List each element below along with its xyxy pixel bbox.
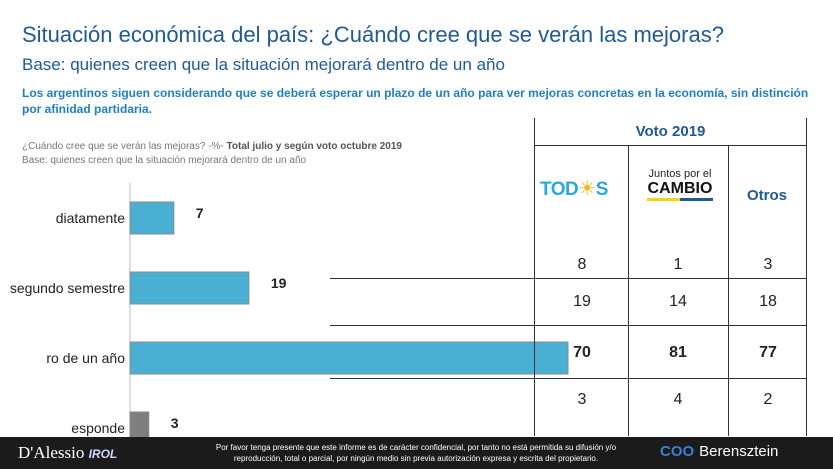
table-divider-1 xyxy=(628,145,629,436)
table-cell: 81 xyxy=(669,344,687,361)
question-bold-text: Total julio y según voto octubre 2019 xyxy=(226,141,402,152)
todos-logo-text-left: TOD xyxy=(540,179,579,200)
table-left-border xyxy=(534,118,535,436)
table-cell: 18 xyxy=(759,293,777,310)
dalessio-irol-logo: D'Alessio IROL xyxy=(18,443,117,463)
table-group-header: Voto 2019 xyxy=(635,123,706,140)
question-text: ¿Cuándo cree que se verán las mejoras? -… xyxy=(22,141,227,152)
table-cell: 77 xyxy=(759,344,777,361)
bar xyxy=(129,341,569,375)
base-line: Base: quienes creen que la situación mej… xyxy=(22,155,307,166)
bar-chart: diatamente 7 segundo semestre 19 ro de un añ… xyxy=(10,183,569,437)
bar xyxy=(129,271,250,305)
chart-note: ¿Cuándo cree que se verán las mejoras? -… xyxy=(22,140,402,168)
table-cell: 3 xyxy=(577,391,587,408)
lead-paragraph: Los argentinos siguen considerando que s… xyxy=(22,86,809,116)
table-cell: 8 xyxy=(577,256,587,273)
table-row-line-1 xyxy=(330,278,807,279)
table-cell: 70 xyxy=(573,344,591,361)
table-cell: 19 xyxy=(573,293,591,310)
sun-icon: ☀ xyxy=(578,178,596,200)
data-label: 3 xyxy=(171,415,179,431)
table-cell: 3 xyxy=(763,256,773,273)
table-row-line-2 xyxy=(330,325,807,326)
question-line: ¿Cuándo cree que se verán las mejoras? -… xyxy=(22,140,402,154)
category-label: ro de un año xyxy=(46,350,125,366)
irol-logo-text: IROL xyxy=(88,447,118,461)
berensztein-logo: COO Berensztein xyxy=(660,443,778,460)
table-cell: 4 xyxy=(673,391,683,408)
data-label: 19 xyxy=(271,275,287,291)
category-label: diatamente xyxy=(56,210,125,226)
jxc-logo-line2: CAMBIO xyxy=(647,180,713,197)
table-row-line-3 xyxy=(330,378,807,379)
table-right-border xyxy=(806,118,807,436)
todos-logo: TOD☀S xyxy=(540,176,608,201)
category-label: segundo semestre xyxy=(10,280,125,296)
data-label: 7 xyxy=(196,205,204,221)
berensztein-logo-text: Berensztein xyxy=(699,443,779,460)
table-header-line xyxy=(534,145,807,146)
table-divider-2 xyxy=(728,145,729,436)
jxc-logo-line1: Juntos por el xyxy=(648,168,712,180)
todos-logo-text-right: S xyxy=(595,179,609,200)
table-cell: 2 xyxy=(763,391,773,408)
jxc-logo-stripe xyxy=(647,198,713,201)
column-header-otros: Otros xyxy=(746,187,787,204)
table-cell: 14 xyxy=(669,293,687,310)
juntos-por-el-cambio-logo: Juntos por el CAMBIO xyxy=(632,168,728,201)
confidential-disclaimer: Por favor tenga presente que este inform… xyxy=(215,443,617,463)
bar xyxy=(129,411,150,437)
dalessio-logo-text: D'Alessio xyxy=(18,443,85,462)
page-subtitle: Base: quienes creen que la situación mej… xyxy=(22,55,505,74)
footer-bar: D'Alessio IROL Por favor tenga presente … xyxy=(0,437,833,469)
page-title: Situación económica del país: ¿Cuándo cr… xyxy=(22,22,724,47)
category-label: esponde xyxy=(71,420,125,436)
bar xyxy=(129,201,175,235)
table-cell: 1 xyxy=(673,256,683,273)
berensztein-mark-icon: COO xyxy=(660,443,695,460)
